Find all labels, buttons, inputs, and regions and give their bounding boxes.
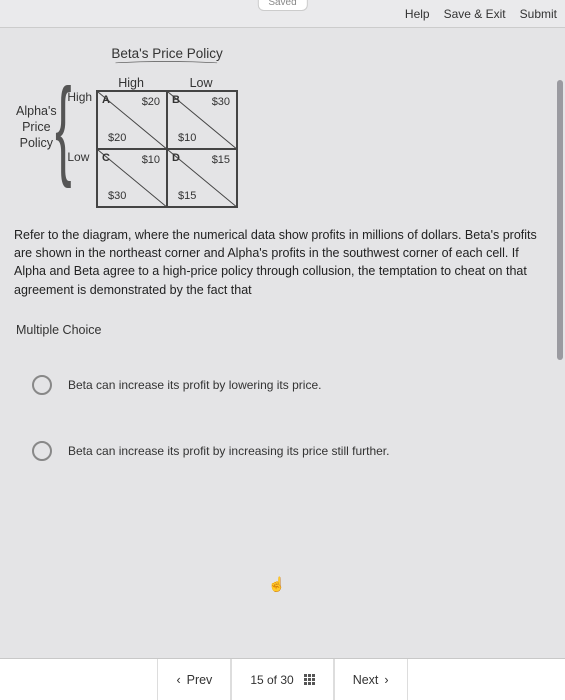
cell-d-alpha-profit: $15	[178, 190, 196, 202]
question-counter[interactable]: 15 of 30	[231, 659, 333, 700]
save-exit-link[interactable]: Save & Exit	[444, 7, 506, 21]
scrollbar[interactable]	[557, 40, 563, 650]
prev-button[interactable]: ‹ Prev	[157, 659, 231, 700]
cell-c-beta-profit: $10	[142, 154, 160, 166]
chevron-right-icon: ›	[384, 673, 388, 687]
cell-b-alpha-profit: $10	[178, 132, 196, 144]
payoff-matrix: Alpha's Price Policy { High Low Beta's P…	[16, 46, 555, 208]
choice-2-text: Beta can increase its profit by increasi…	[68, 444, 389, 458]
cell-a: A $20 $20	[97, 91, 167, 149]
radio-icon[interactable]	[32, 441, 52, 461]
grid-icon[interactable]	[304, 674, 315, 685]
bottom-nav: ‹ Prev 15 of 30 Next ›	[0, 658, 565, 700]
cursor-icon: ☝	[268, 576, 285, 593]
cell-c-alpha-profit: $30	[108, 190, 126, 202]
top-bar: Saved Help Save & Exit Submit	[0, 0, 565, 28]
scrollbar-thumb[interactable]	[557, 80, 563, 360]
top-brace: ⏜	[0, 65, 565, 69]
beta-axis-label: Beta's Price Policy	[96, 46, 238, 61]
cell-b: B $30 $10	[167, 91, 237, 149]
question-text: Refer to the diagram, where the numerica…	[10, 226, 555, 299]
col-header-high: High	[96, 76, 166, 90]
cell-d-beta-profit: $15	[212, 154, 230, 166]
cell-c: C $10 $30	[97, 149, 167, 207]
alpha-axis-label: Alpha's Price Policy	[16, 103, 57, 152]
radio-icon[interactable]	[32, 375, 52, 395]
cell-b-beta-profit: $30	[212, 96, 230, 108]
cell-d: D $15 $15	[167, 149, 237, 207]
saved-indicator: Saved	[257, 0, 307, 11]
matrix-grid: A $20 $20 B $30 $10 C $10 $30	[96, 90, 238, 208]
choice-1[interactable]: Beta can increase its profit by lowering…	[10, 365, 555, 405]
choice-2[interactable]: Beta can increase its profit by increasi…	[10, 431, 555, 471]
submit-link[interactable]: Submit	[520, 7, 557, 21]
question-content: Alpha's Price Policy { High Low Beta's P…	[0, 28, 565, 658]
next-button[interactable]: Next ›	[334, 659, 408, 700]
col-header-low: Low	[166, 76, 236, 90]
col-headers: High Low	[96, 76, 238, 90]
cell-a-beta-profit: $20	[142, 96, 160, 108]
choice-1-text: Beta can increase its profit by lowering…	[68, 378, 321, 392]
chevron-left-icon: ‹	[176, 673, 180, 687]
multiple-choice-label: Multiple Choice	[10, 323, 555, 337]
help-link[interactable]: Help	[405, 7, 430, 21]
left-brace: {	[55, 78, 72, 177]
cell-a-alpha-profit: $20	[108, 132, 126, 144]
